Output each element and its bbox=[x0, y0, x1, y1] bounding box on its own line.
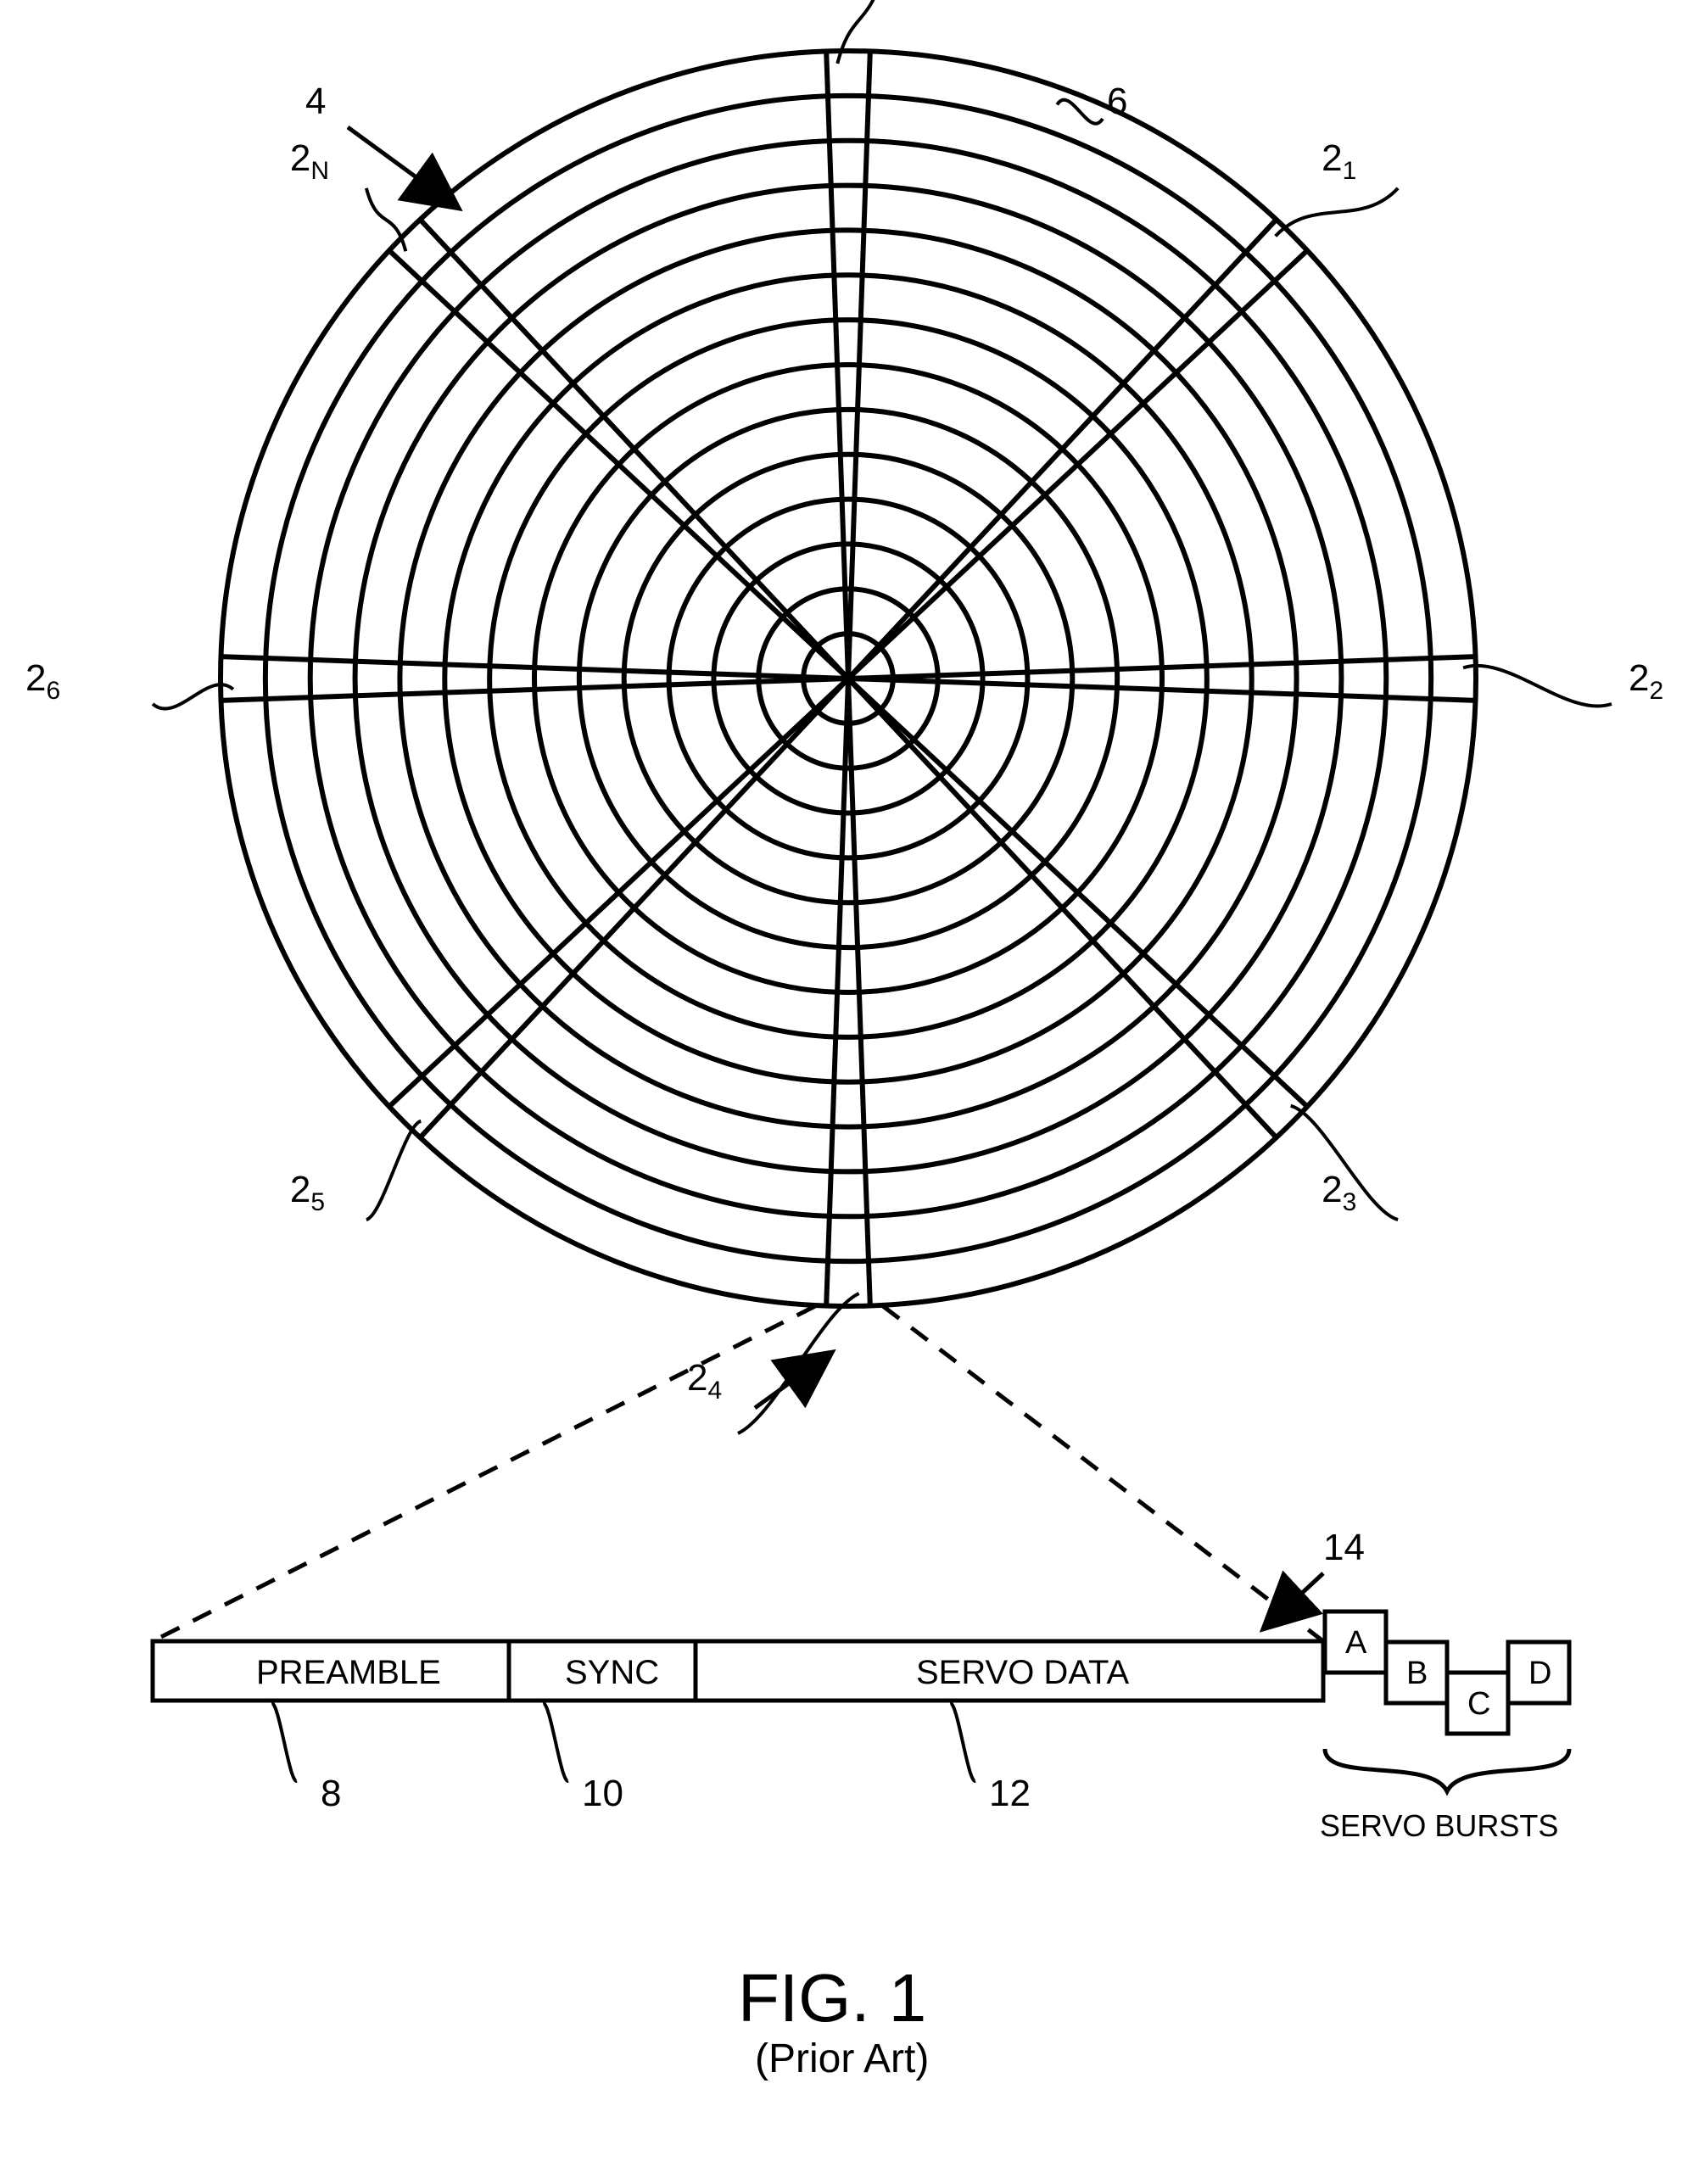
sector-label-1: 21 bbox=[1322, 137, 1356, 186]
sector-label-3: 23 bbox=[1322, 1169, 1356, 1217]
burst-D: D bbox=[1528, 1656, 1551, 1692]
figure-title: FIG. 1 bbox=[738, 1959, 926, 2037]
sector-label-N: 2N bbox=[290, 137, 329, 186]
burst-A: A bbox=[1345, 1625, 1366, 1662]
servo-bursts-label: SERVO BURSTS bbox=[1320, 1808, 1558, 1844]
field-ref-10: 10 bbox=[582, 1773, 623, 1815]
disk-ref-label: 4 bbox=[305, 81, 326, 123]
field-label-sync: SYNC bbox=[565, 1654, 659, 1692]
sector-label-4: 24 bbox=[687, 1357, 722, 1405]
sector-label-6: 26 bbox=[25, 657, 60, 706]
field-ref-12: 12 bbox=[989, 1773, 1031, 1815]
burst-B: B bbox=[1406, 1656, 1428, 1692]
field-label-preamble: PREAMBLE bbox=[256, 1654, 441, 1692]
track-ref-label: 6 bbox=[1107, 81, 1127, 123]
sector-label-5: 25 bbox=[290, 1169, 325, 1217]
field-ref-8: 8 bbox=[321, 1773, 341, 1815]
figure-svg bbox=[0, 0, 1682, 2184]
servo-sector-ref: 14 bbox=[1323, 1527, 1365, 1569]
figure-subtitle: (Prior Art) bbox=[755, 2036, 929, 2082]
burst-C: C bbox=[1467, 1686, 1490, 1723]
sector-label-2: 22 bbox=[1629, 657, 1663, 706]
field-label-servo-data: SERVO DATA bbox=[916, 1654, 1129, 1692]
